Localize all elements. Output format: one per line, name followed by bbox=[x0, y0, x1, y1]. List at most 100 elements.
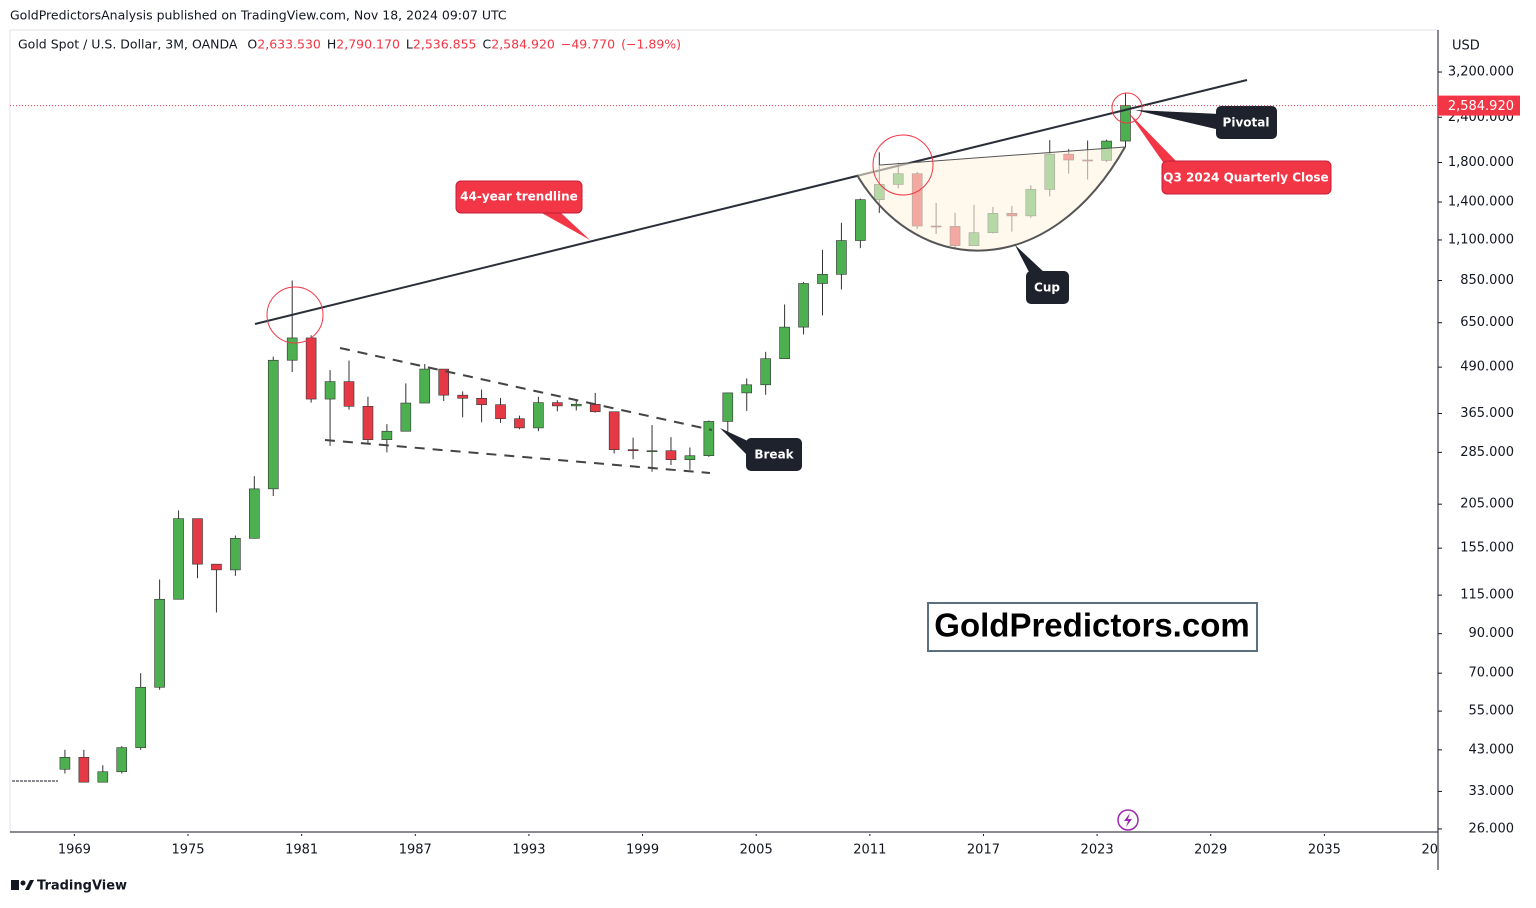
x-tick-label: 1969 bbox=[58, 843, 91, 858]
cup-fill bbox=[857, 147, 1125, 251]
candle-body bbox=[457, 394, 468, 399]
pointer bbox=[1135, 110, 1220, 130]
y-tick-label: 70.000 bbox=[1469, 666, 1515, 681]
y-tick-label: 205.000 bbox=[1460, 497, 1514, 512]
candle-body bbox=[533, 402, 544, 429]
currency: USD bbox=[1452, 39, 1480, 54]
y-tick-label: 55.000 bbox=[1469, 704, 1515, 719]
last-price-tag bbox=[1438, 95, 1520, 116]
cup-curve bbox=[856, 146, 1126, 252]
ohlc-value: 2,536.855 bbox=[413, 37, 477, 52]
candle-body bbox=[703, 421, 715, 457]
candle-body bbox=[836, 240, 847, 275]
y-tick-label: 3,200.000 bbox=[1448, 65, 1514, 80]
candle-body bbox=[514, 418, 525, 429]
event-bolt bbox=[1124, 813, 1132, 827]
change-pct: (−1.89%) bbox=[621, 37, 681, 52]
circle bbox=[872, 134, 934, 196]
x-tick-label: 1981 bbox=[285, 843, 318, 858]
y-tick-label: 1,800.000 bbox=[1448, 155, 1514, 170]
candle-body bbox=[381, 430, 393, 440]
y-tick-label: 43.000 bbox=[1469, 742, 1515, 757]
x-tick-label: 1999 bbox=[626, 843, 659, 858]
x-tick-label: 2029 bbox=[1194, 843, 1227, 858]
candle-body bbox=[230, 538, 241, 571]
tv-logo bbox=[11, 880, 34, 890]
x-tick-label: 2041 bbox=[1421, 843, 1454, 858]
watermark: GoldPredictors.com bbox=[934, 607, 1249, 644]
x-tick-label: 1987 bbox=[399, 843, 432, 858]
candle-body bbox=[154, 598, 165, 688]
candle-body bbox=[78, 757, 90, 783]
y-tick-label: 1,400.000 bbox=[1448, 195, 1514, 210]
candle-body bbox=[305, 337, 317, 400]
candle-body bbox=[192, 518, 203, 565]
candle-body bbox=[779, 326, 790, 360]
candle-body bbox=[419, 368, 431, 404]
candle-body bbox=[627, 449, 639, 452]
candle-body bbox=[97, 771, 109, 783]
y-tick-label: 90.000 bbox=[1469, 626, 1515, 641]
candle-body bbox=[589, 403, 601, 413]
candle-body bbox=[362, 406, 374, 440]
candle-body bbox=[211, 563, 222, 571]
candle-body bbox=[173, 518, 184, 600]
candle-body bbox=[59, 757, 71, 770]
candle-body bbox=[438, 368, 450, 396]
candle-body bbox=[135, 686, 146, 748]
circle bbox=[1111, 92, 1143, 124]
candle-body bbox=[722, 392, 734, 422]
candle-body bbox=[343, 381, 355, 407]
y-tick-label: 365.000 bbox=[1460, 406, 1514, 421]
y-tick-label: 650.000 bbox=[1460, 315, 1514, 330]
candle-body bbox=[570, 403, 582, 407]
candle-body bbox=[495, 404, 506, 420]
callout-text: Q3 2024 Quarterly Close bbox=[1163, 171, 1328, 185]
candle-body bbox=[684, 455, 696, 461]
pointer bbox=[1128, 112, 1180, 165]
neckline bbox=[879, 146, 1126, 166]
candle-body bbox=[116, 747, 128, 773]
y-tick-label: 1,100.000 bbox=[1448, 232, 1514, 247]
callout-text: Break bbox=[754, 448, 794, 462]
pointer bbox=[720, 428, 750, 458]
candle-body bbox=[798, 283, 809, 328]
y-tick-label: 33.000 bbox=[1469, 784, 1515, 799]
pointer bbox=[1015, 245, 1046, 274]
x-tick-label: 2005 bbox=[740, 843, 773, 858]
callout-box bbox=[746, 438, 802, 471]
drawings bbox=[254, 79, 1248, 474]
callout-text: 44-year trendline bbox=[460, 190, 578, 204]
change: −49.770 bbox=[561, 37, 615, 52]
pointer bbox=[540, 212, 590, 240]
footer-brand: TradingView bbox=[37, 879, 127, 894]
candle-body bbox=[552, 402, 563, 407]
candle-body bbox=[267, 359, 279, 490]
candle-body bbox=[476, 397, 487, 405]
y-tick-label: 26.000 bbox=[1469, 821, 1515, 836]
y-tick-label: 155.000 bbox=[1460, 541, 1514, 556]
watermark-box bbox=[927, 602, 1258, 652]
callout-text: Cup bbox=[1034, 281, 1060, 295]
x-tick-label: 1975 bbox=[171, 843, 204, 858]
candle-body bbox=[608, 411, 620, 450]
x-tick-label: 2035 bbox=[1308, 843, 1341, 858]
candle-body bbox=[324, 381, 336, 400]
ohlc-value: 2,584.920 bbox=[491, 37, 555, 52]
candle-body bbox=[400, 402, 412, 432]
callout-box bbox=[455, 180, 583, 214]
y-tick-label: 850.000 bbox=[1460, 273, 1514, 288]
candle-body bbox=[760, 358, 771, 386]
published: GoldPredictorsAnalysis published on Trad… bbox=[10, 8, 507, 23]
callout-box bbox=[1161, 160, 1332, 195]
ohlc-key: O bbox=[247, 37, 257, 52]
candle-body bbox=[665, 450, 677, 461]
y-tick-label: 285.000 bbox=[1460, 445, 1514, 460]
candle-body bbox=[741, 384, 753, 394]
x-tick-label: 2023 bbox=[1081, 843, 1114, 858]
ohlc-key: H bbox=[327, 37, 336, 52]
y-tick-label: 115.000 bbox=[1460, 588, 1514, 603]
candle-body bbox=[855, 199, 866, 241]
